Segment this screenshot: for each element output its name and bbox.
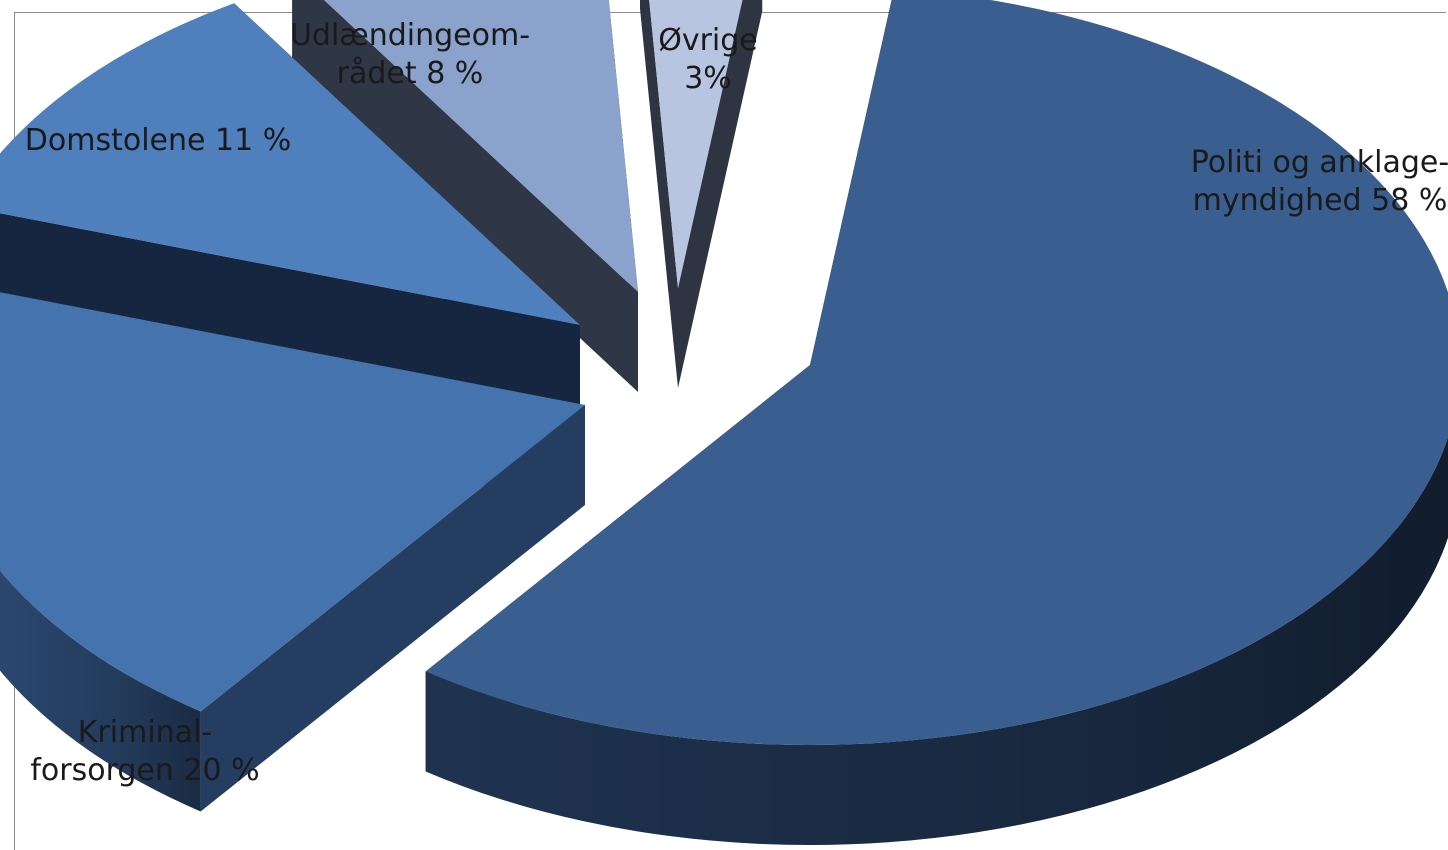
pie-slice-label: Politi og anklage-myndighed 58 % (1191, 145, 1448, 218)
pie-slice-wall (200, 405, 585, 812)
pie-slice (292, 0, 638, 392)
pie-slice-label-line: forsorgen 20 % (30, 753, 259, 788)
pie-slice-label-line: Kriminal- (78, 715, 212, 750)
pie-slice-label-line: rådet 8 % (337, 56, 484, 91)
pie-slice-top (649, 0, 743, 288)
pie-slice-label: Udlændingeom-rådet 8 % (290, 18, 530, 91)
pie-slice-label: Kriminal-forsorgen 20 % (30, 715, 259, 788)
pie-slice (0, 292, 585, 812)
pie-slice-wall (292, 0, 638, 392)
pie-slice (0, 3, 580, 425)
pie-slice-label-line: Domstolene 11 % (25, 123, 291, 158)
pie-slice-side-shade (0, 570, 201, 812)
pie-slice-side-shade (425, 437, 1448, 845)
pie-slice-label: Øvrige 3% (658, 23, 758, 96)
pie-slice-label-line: 3% (684, 61, 732, 96)
pie-slice-label-line: Øvrige (658, 23, 758, 58)
pie-slice-top (0, 3, 580, 325)
pie-slice-wall (678, 0, 763, 388)
pie-slice-label-line: Udlændingeom- (290, 18, 530, 53)
pie-slice (640, 0, 763, 388)
pie-slice-wall (640, 0, 678, 388)
pie-slice-wall (0, 213, 580, 425)
pie-slice-label-line: myndighed 58 % (1193, 183, 1448, 218)
pie-slice-label-line: Politi og anklage- (1191, 145, 1448, 180)
labels-layer: Politi og anklage-myndighed 58 % Kriminal… (25, 18, 1448, 788)
pie-slice-label: Domstolene 11 % (25, 123, 291, 158)
pie-slice (425, 0, 1448, 845)
pie-slice-top (324, 0, 638, 292)
pie-slice-top (425, 0, 1448, 745)
pie-slice-top (0, 292, 585, 712)
